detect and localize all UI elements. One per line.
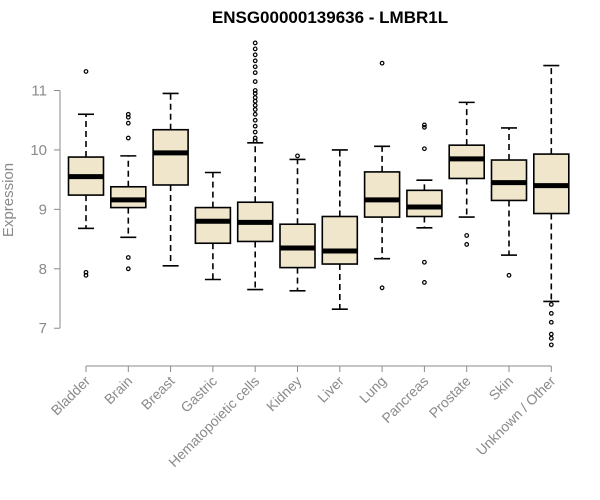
outlier-point (548, 331, 554, 337)
y-tick-label: 9 (39, 201, 47, 218)
outlier-point (379, 60, 385, 66)
outlier-point (252, 135, 258, 141)
plot-area (67, 40, 570, 348)
x-tick-label: Kidney (263, 373, 305, 415)
box-group (152, 92, 189, 267)
outlier-point (125, 114, 131, 120)
y-tick-label: 11 (31, 82, 47, 99)
box-group (532, 64, 570, 348)
outlier-point (125, 266, 131, 272)
outlier-point (83, 272, 89, 278)
outlier-point (422, 259, 427, 265)
outlier-point (252, 123, 258, 129)
outlier-point (506, 272, 512, 278)
x-tick-label: Breast (138, 373, 178, 413)
outlier-point (422, 122, 427, 128)
box-group (406, 122, 443, 285)
y-tick-label: 8 (39, 261, 47, 278)
outlier-point (252, 64, 258, 70)
outlier-point (252, 91, 258, 96)
outlier-point (422, 146, 427, 152)
outlier-point (252, 138, 258, 144)
outlier-point (83, 69, 89, 74)
x-tick-label: Brain (101, 373, 135, 407)
outlier-point (252, 111, 258, 117)
outlier-point (252, 58, 258, 64)
outlier-point (379, 285, 385, 291)
outlier-point (252, 70, 258, 76)
y-tick-label: 7 (39, 320, 47, 337)
outlier-point (252, 107, 258, 112)
box (406, 189, 443, 218)
box (448, 144, 486, 180)
x-tick-label: Prostate (426, 373, 474, 421)
box (152, 128, 189, 186)
box-group (363, 60, 401, 291)
x-tick-label: Liver (314, 373, 347, 406)
box-group (490, 127, 528, 278)
outlier-point (422, 280, 427, 285)
outlier-point (252, 102, 258, 108)
x-tick-label: Lung (356, 373, 389, 406)
box-group (279, 153, 316, 292)
box (321, 215, 359, 265)
outlier-point (83, 269, 89, 275)
outlier-point (422, 124, 427, 130)
outlier-point (125, 135, 131, 141)
box (363, 171, 401, 218)
box-group (236, 40, 274, 291)
outlier-point (252, 117, 258, 123)
outlier-point (548, 342, 554, 348)
outlier-point (125, 120, 131, 126)
box-group (194, 171, 232, 281)
chart-title: ENSG00000139636 - LMBR1L (212, 8, 448, 27)
outlier-point (252, 79, 258, 84)
outlier-point (252, 52, 258, 58)
box-group (110, 111, 147, 272)
outlier-point (125, 255, 131, 260)
outlier-point (125, 111, 131, 117)
x-tick-label: Pancreas (378, 373, 431, 426)
outlier-point (548, 310, 554, 316)
box-group (67, 69, 105, 278)
outlier-point (548, 302, 554, 307)
outlier-point (464, 233, 470, 238)
outlier-point (252, 40, 258, 46)
y-tick-label: 10 (30, 142, 47, 159)
x-tick-label: Skin (486, 373, 517, 404)
box-group (321, 149, 359, 311)
outlier-point (295, 153, 300, 159)
box (110, 185, 147, 209)
outlier-point (252, 129, 258, 135)
outlier-point (548, 335, 554, 341)
x-tick-label: Unknown / Other (473, 373, 559, 459)
outlier-point (252, 46, 258, 52)
x-tick-label: Bladder (48, 373, 94, 419)
outlier-point (464, 242, 470, 247)
box (194, 206, 232, 245)
y-axis-label: Expression (0, 163, 17, 237)
outlier-point (252, 88, 258, 93)
box-group (448, 101, 486, 247)
outlier-point (252, 95, 258, 101)
outlier-point (548, 319, 554, 325)
